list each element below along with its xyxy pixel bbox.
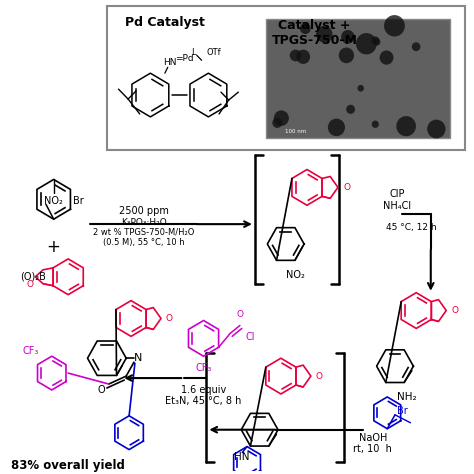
Text: (O)₂B: (O)₂B: [20, 272, 46, 282]
Text: NO₂: NO₂: [286, 270, 305, 280]
Text: Catalyst +
TPGS-750-M: Catalyst + TPGS-750-M: [272, 18, 358, 46]
Text: Cl: Cl: [246, 332, 255, 342]
Text: (0.5 M), 55 °C, 10 h: (0.5 M), 55 °C, 10 h: [103, 237, 184, 246]
Text: CF₃: CF₃: [195, 363, 212, 373]
Circle shape: [339, 47, 354, 63]
Circle shape: [380, 50, 393, 64]
Circle shape: [296, 50, 310, 64]
Text: Br: Br: [73, 196, 84, 206]
Circle shape: [396, 116, 416, 136]
Text: O: O: [97, 385, 105, 395]
Circle shape: [272, 118, 282, 128]
Circle shape: [328, 118, 345, 136]
Text: +: +: [47, 238, 61, 256]
Circle shape: [412, 42, 420, 51]
Bar: [107, 6, 465, 150]
Text: O: O: [26, 280, 33, 289]
Text: HN: HN: [235, 452, 250, 462]
Text: N: N: [134, 353, 142, 363]
Text: rt, 10  h: rt, 10 h: [353, 444, 392, 454]
Circle shape: [356, 33, 377, 55]
Text: 2500 ppm: 2500 ppm: [118, 206, 169, 216]
Text: K₃PO₃·H₂O: K₃PO₃·H₂O: [121, 218, 166, 227]
Circle shape: [290, 50, 301, 61]
Circle shape: [300, 23, 311, 34]
Text: Et₃N, 45 °C, 8 h: Et₃N, 45 °C, 8 h: [165, 396, 242, 406]
Circle shape: [316, 26, 332, 43]
Text: O: O: [451, 306, 458, 315]
Text: O: O: [316, 372, 323, 381]
Text: L: L: [191, 48, 196, 57]
Text: Pd Catalyst: Pd Catalyst: [125, 16, 205, 29]
Circle shape: [346, 105, 355, 114]
Text: CF₃: CF₃: [22, 346, 39, 356]
Text: =Pd: =Pd: [175, 54, 193, 63]
Text: 2 wt % TPGS-750-M/H₂O: 2 wt % TPGS-750-M/H₂O: [93, 228, 194, 237]
Text: 45 °C, 12 h: 45 °C, 12 h: [386, 223, 437, 232]
Circle shape: [374, 39, 380, 46]
Text: Br: Br: [397, 406, 408, 416]
Text: NH₂: NH₂: [397, 392, 416, 402]
Text: NO₂: NO₂: [44, 196, 63, 206]
Text: 100 nm: 100 nm: [285, 129, 306, 134]
Text: OTf: OTf: [207, 48, 221, 57]
Text: 1.6 equiv: 1.6 equiv: [181, 385, 226, 395]
Text: NH₄Cl: NH₄Cl: [383, 201, 411, 211]
Circle shape: [341, 30, 355, 44]
Circle shape: [371, 36, 380, 45]
Text: O: O: [166, 314, 173, 323]
Text: O: O: [237, 310, 243, 319]
Circle shape: [357, 85, 364, 91]
Circle shape: [427, 119, 446, 138]
Circle shape: [274, 110, 289, 126]
Text: O: O: [344, 183, 351, 192]
Circle shape: [384, 15, 405, 36]
Text: NaOH: NaOH: [358, 433, 387, 443]
Text: ClP: ClP: [389, 189, 405, 200]
Circle shape: [372, 120, 379, 128]
Text: 83% overall yield: 83% overall yield: [11, 459, 125, 472]
Text: HN: HN: [163, 58, 176, 67]
Bar: [266, 18, 450, 138]
